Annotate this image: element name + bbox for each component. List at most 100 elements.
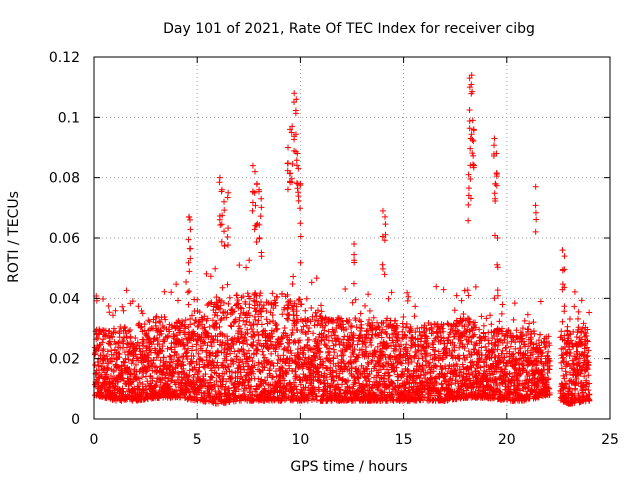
data-point bbox=[269, 333, 276, 340]
data-point bbox=[220, 375, 227, 382]
data-point bbox=[375, 323, 382, 330]
data-point bbox=[244, 330, 251, 337]
data-point bbox=[295, 297, 302, 304]
data-point bbox=[140, 342, 147, 349]
data-point bbox=[116, 351, 123, 358]
data-point bbox=[215, 364, 222, 371]
data-point bbox=[365, 375, 372, 382]
data-point bbox=[246, 295, 253, 302]
data-point bbox=[238, 329, 245, 336]
data-point bbox=[275, 352, 282, 359]
data-point bbox=[351, 241, 358, 248]
data-point bbox=[161, 338, 168, 345]
data-point bbox=[418, 335, 425, 342]
data-point bbox=[224, 363, 231, 370]
data-point bbox=[430, 341, 437, 348]
data-point bbox=[382, 370, 389, 377]
data-point bbox=[350, 337, 357, 344]
data-point bbox=[380, 363, 387, 370]
data-point bbox=[220, 299, 227, 306]
data-point bbox=[188, 329, 195, 336]
data-point bbox=[326, 358, 333, 365]
data-point bbox=[491, 142, 498, 149]
data-point bbox=[314, 307, 321, 314]
data-point bbox=[297, 259, 304, 266]
data-point bbox=[363, 328, 370, 335]
data-point bbox=[437, 390, 444, 397]
data-point bbox=[290, 379, 297, 386]
data-point bbox=[156, 341, 163, 348]
data-point bbox=[193, 379, 200, 386]
data-point bbox=[511, 300, 518, 307]
data-point bbox=[258, 249, 265, 256]
data-point bbox=[325, 348, 332, 355]
data-point bbox=[465, 201, 472, 208]
data-point bbox=[297, 220, 304, 227]
data-point bbox=[149, 360, 156, 367]
data-point bbox=[323, 334, 330, 341]
data-point bbox=[221, 207, 228, 214]
data-point bbox=[290, 273, 297, 280]
data-point bbox=[286, 337, 293, 344]
data-point bbox=[138, 393, 145, 400]
data-point bbox=[194, 296, 201, 303]
data-point bbox=[300, 351, 307, 358]
data-point bbox=[274, 325, 281, 332]
data-point bbox=[272, 368, 279, 375]
data-point bbox=[127, 370, 134, 377]
data-point bbox=[98, 389, 105, 396]
data-point bbox=[559, 247, 566, 254]
data-point bbox=[342, 363, 349, 370]
data-point bbox=[106, 309, 113, 316]
data-point bbox=[366, 371, 373, 378]
data-point bbox=[284, 291, 291, 298]
data-point bbox=[237, 369, 244, 376]
data-point bbox=[120, 307, 127, 314]
data-point bbox=[532, 183, 539, 190]
data-point bbox=[220, 359, 227, 366]
data-point bbox=[444, 320, 451, 327]
data-point bbox=[203, 270, 210, 277]
data-point bbox=[145, 334, 152, 341]
data-point bbox=[175, 297, 182, 304]
data-point bbox=[238, 305, 245, 312]
data-point bbox=[178, 336, 185, 343]
data-point bbox=[365, 353, 372, 360]
data-point bbox=[186, 288, 193, 295]
data-point bbox=[157, 319, 164, 326]
data-point bbox=[305, 328, 312, 335]
data-point bbox=[293, 373, 300, 380]
data-point bbox=[386, 372, 393, 379]
data-point bbox=[296, 354, 303, 361]
data-point bbox=[94, 335, 101, 342]
data-point bbox=[233, 292, 240, 299]
data-point bbox=[185, 345, 192, 352]
data-point bbox=[167, 377, 174, 384]
data-point bbox=[234, 297, 241, 304]
data-point bbox=[269, 312, 276, 319]
data-point bbox=[435, 348, 442, 355]
data-point bbox=[381, 271, 388, 278]
data-point bbox=[460, 310, 467, 317]
data-point bbox=[175, 354, 182, 361]
data-point bbox=[355, 335, 362, 342]
data-point bbox=[270, 362, 277, 369]
data-point bbox=[280, 346, 287, 353]
data-point bbox=[146, 318, 153, 325]
data-point bbox=[394, 322, 401, 329]
data-point bbox=[145, 317, 152, 324]
data-point bbox=[369, 357, 376, 364]
data-point bbox=[253, 307, 260, 314]
data-point bbox=[277, 341, 284, 348]
data-point bbox=[216, 391, 223, 398]
data-point bbox=[109, 312, 116, 319]
data-point bbox=[435, 333, 442, 340]
data-point bbox=[229, 391, 236, 398]
data-point bbox=[225, 300, 232, 307]
data-point bbox=[292, 110, 299, 117]
data-point bbox=[403, 321, 410, 328]
data-point bbox=[413, 367, 420, 374]
data-point bbox=[390, 380, 397, 387]
data-point bbox=[205, 300, 212, 307]
data-point bbox=[128, 360, 135, 367]
